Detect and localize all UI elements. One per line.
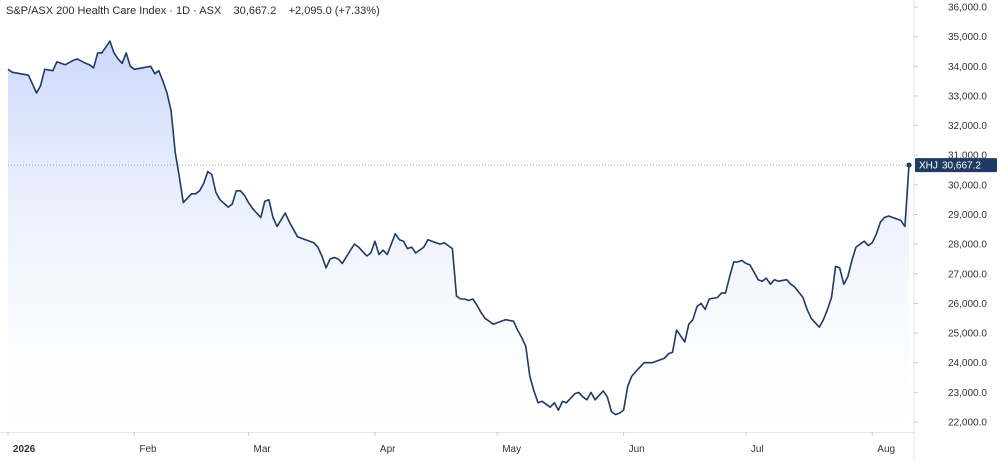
y-tick-label: 25,000.0 — [948, 329, 987, 340]
x-tick-label: Feb — [139, 444, 157, 455]
chart-title: S&P/ASX 200 Health Care Index — [6, 5, 167, 17]
y-tick-label: 33,000.0 — [948, 91, 987, 102]
y-tick-label: 36,000.0 — [948, 3, 987, 14]
x-tick-label: Jul — [751, 444, 764, 455]
price-tag-box — [915, 158, 997, 173]
y-tick-label: 30,000.0 — [948, 180, 987, 191]
y-axis: 22,000.0 23,000.0 24,000.0 25,000.0 26,000.0… — [914, 3, 987, 429]
y-tick-label: 27,000.0 — [948, 269, 987, 280]
y-tick-label: 26,000.0 — [948, 299, 987, 310]
y-tick-label: 28,000.0 — [948, 240, 987, 251]
y-tick-label: 34,000.0 — [948, 62, 987, 73]
header-last-value: 30,667.2 — [233, 5, 277, 17]
price-tag-value: 30,667.2 — [942, 161, 981, 172]
y-tick-label: 32,000.0 — [948, 121, 987, 132]
x-tick-label: 2026 — [13, 444, 36, 455]
y-tick-label: 35,000.0 — [948, 32, 987, 43]
price-tag: XHJ 30,667.2 — [915, 158, 997, 173]
y-tick-label: 24,000.0 — [948, 358, 987, 369]
last-point — [906, 162, 912, 168]
x-tick-label: Jun — [629, 444, 645, 455]
chart-interval[interactable]: 1D — [176, 5, 191, 17]
header-change: +2,095.0 (+7.33%) — [288, 5, 380, 17]
chart-header: S&P/ASX 200 Health Care Index · 1D · ASX… — [6, 5, 380, 17]
x-axis: 2026 Feb Mar Apr May Jun Jul Aug — [7, 432, 895, 455]
series-line — [7, 40, 910, 416]
price-tag-symbol: XHJ — [919, 161, 938, 172]
x-tick-label: Apr — [380, 444, 396, 455]
x-tick-label: Aug — [877, 444, 895, 455]
y-tick-label: 23,000.0 — [948, 388, 987, 399]
y-tick-label: 22,000.0 — [948, 418, 987, 429]
chart-exchange: ASX — [199, 5, 222, 17]
y-tick-label: 31,000.0 — [948, 151, 987, 162]
x-tick-label: May — [502, 444, 521, 455]
y-tick-label: 29,000.0 — [948, 210, 987, 221]
x-tick-label: Mar — [254, 444, 272, 455]
series-area — [8, 41, 909, 432]
